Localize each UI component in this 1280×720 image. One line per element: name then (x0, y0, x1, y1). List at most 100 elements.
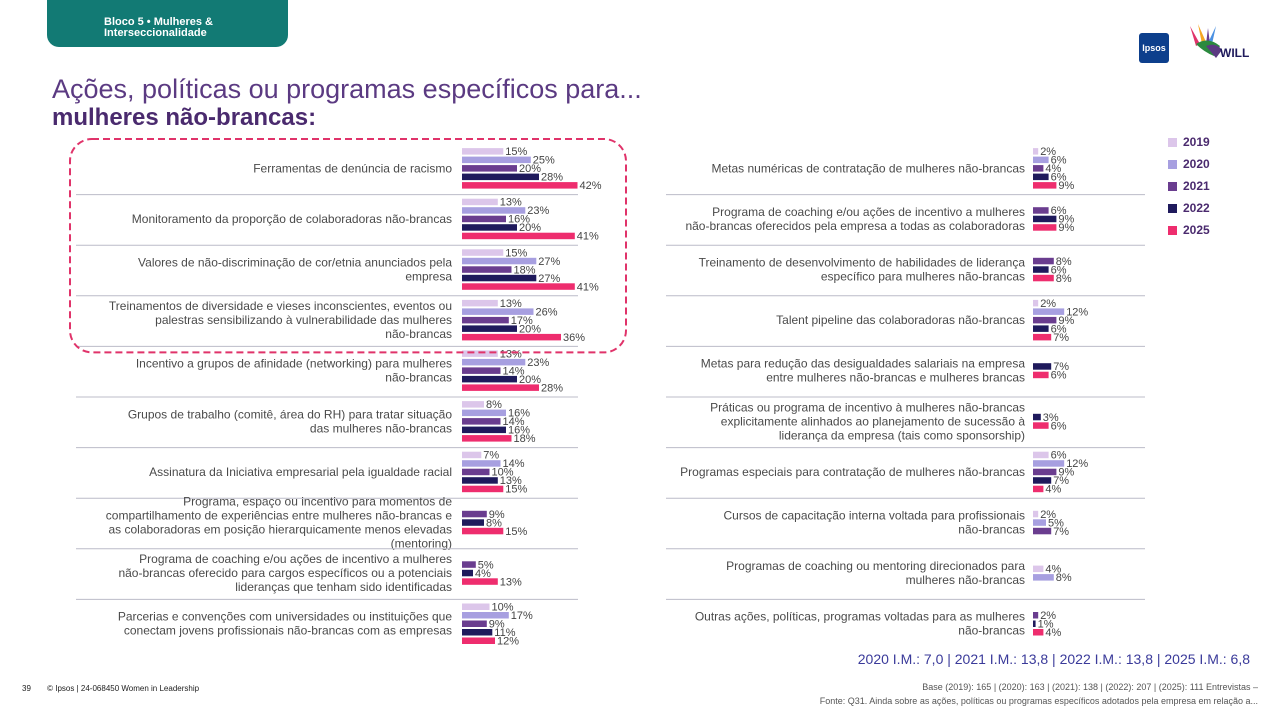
left-data-label-1-2020: 23% (527, 205, 549, 217)
left-data-label-9-2025: 12% (497, 636, 519, 648)
left-data-label-4-2025: 28% (541, 382, 563, 394)
right-bar-6-2021 (1033, 468, 1057, 476)
section-tab-line1: Bloco 5 • Mulheres & (104, 16, 213, 28)
legend-swatch-2022 (1168, 203, 1177, 213)
right-bar-6-2025 (1033, 485, 1044, 493)
right-data-label-1-2022: 9% (1058, 214, 1074, 226)
left-bar-8-2022 (462, 569, 473, 577)
right-data-label-8-2019: 4% (1045, 564, 1061, 576)
right-data-label-2-2021: 8% (1056, 256, 1072, 268)
left-data-label-0-2020: 25% (533, 155, 555, 167)
left-bar-0-2025 (462, 182, 578, 189)
legend-label-2020: 2020 (1183, 157, 1210, 171)
left-bar-9-2020 (462, 612, 509, 619)
source-note: Fonte: Q31. Ainda sobre as ações, políti… (819, 696, 1258, 706)
right-category-label-6: Programas especiais para contratação de … (680, 465, 1025, 479)
left-data-label-5-2025: 18% (514, 433, 536, 445)
right-bar-9-2022 (1033, 620, 1036, 627)
left-data-label-7-2022: 8% (486, 517, 502, 529)
im-summary: 2020 I.M.: 7,0 | 2021 I.M.: 13,8 | 2022 … (857, 651, 1250, 667)
right-data-label-0-2019: 2% (1040, 146, 1056, 158)
left-bar-1-2020 (462, 207, 526, 214)
right-bar-3-2019 (1033, 299, 1039, 307)
left-data-label-1-2019: 13% (500, 197, 522, 209)
right-bar-0-2019 (1033, 148, 1039, 155)
left-data-label-8-2025: 13% (500, 576, 522, 588)
left-bar-9-2019 (462, 603, 490, 610)
right-data-label-2-2022: 6% (1051, 264, 1067, 276)
right-data-label-0-2025: 9% (1058, 180, 1074, 192)
left-data-label-3-2020: 26% (536, 306, 558, 318)
right-bar-8-2020 (1033, 574, 1054, 581)
right-bar-0-2022 (1033, 173, 1049, 181)
right-data-label-5-2022: 3% (1043, 412, 1059, 424)
left-category-label-7: Programa, espaço ou incentivo para momen… (106, 495, 453, 551)
right-data-label-0-2022: 6% (1051, 172, 1067, 184)
legend-item-2022: 2022 (1168, 197, 1210, 219)
left-bar-0-2020 (462, 156, 531, 164)
left-bar-4-2021 (462, 367, 501, 374)
right-data-label-6-2019: 6% (1051, 450, 1067, 462)
base-note: Base (2019): 165 | (2020): 163 | (2021):… (922, 682, 1258, 692)
right-data-label-3-2019: 2% (1040, 298, 1056, 310)
right-bar-6-2020 (1033, 460, 1065, 467)
section-tab-line2: Interseccionalidade (104, 27, 207, 39)
right-bar-2-2021 (1033, 257, 1054, 265)
page-title-line2: mulheres não-brancas: (52, 104, 317, 131)
right-bar-7-2021 (1033, 527, 1052, 535)
left-data-label-4-2019: 13% (500, 348, 522, 360)
right-category-label-1: Programa de coaching e/ou ações de incen… (685, 205, 1025, 233)
left-data-label-4-2021: 14% (503, 365, 525, 377)
left-category-label-6: Assinatura da Iniciativa empresarial pel… (149, 465, 452, 479)
left-data-label-7-2025: 15% (505, 526, 527, 538)
right-category-label-7: Cursos de capacitação interna voltada pa… (723, 509, 1025, 537)
left-data-label-2-2025: 41% (577, 281, 599, 293)
left-data-label-6-2019: 7% (483, 450, 499, 462)
right-data-label-3-2020: 12% (1066, 306, 1088, 318)
left-category-label-2: Valores de não-discriminação de cor/etni… (138, 256, 452, 284)
right-data-label-1-2025: 9% (1058, 222, 1074, 234)
right-bar-3-2021 (1033, 316, 1057, 324)
legend-item-2020: 2020 (1168, 153, 1210, 175)
right-bar-1-2021 (1033, 207, 1049, 214)
left-bar-1-2025 (462, 232, 575, 240)
footer: 39 © Ipsos | 24-068450 Women in Leadersh… (22, 684, 213, 693)
left-bar-2-2022 (462, 274, 537, 282)
left-bar-1-2021 (462, 215, 506, 223)
right-category-label-3: Talent pipeline das colaboradoras não-br… (776, 313, 1025, 327)
legend-swatch-2025 (1168, 225, 1177, 235)
left-bar-8-2025 (462, 578, 498, 585)
left-data-label-9-2020: 17% (511, 610, 533, 622)
left-data-label-5-2019: 8% (486, 399, 502, 411)
left-bar-3-2025 (462, 333, 561, 341)
right-bar-5-2022 (1033, 413, 1041, 421)
right-data-label-7-2020: 5% (1048, 517, 1064, 529)
will-logo-text: WILL (1220, 46, 1249, 60)
left-bar-8-2021 (462, 561, 476, 568)
right-category-label-8: Programas de coaching ou mentoring direc… (726, 559, 1025, 587)
left-data-label-9-2021: 9% (489, 619, 505, 631)
left-bar-6-2022 (462, 477, 498, 484)
section-tab: Bloco 5 • Mulheres & Interseccionalidade (47, 0, 288, 47)
right-bar-9-2021 (1033, 612, 1039, 619)
left-bar-9-2022 (462, 629, 493, 636)
left-bar-6-2021 (462, 468, 490, 476)
right-bar-6-2022 (1033, 477, 1052, 484)
left-data-label-2-2022: 27% (538, 273, 560, 285)
left-bar-3-2020 (462, 308, 534, 315)
left-bar-7-2025 (462, 527, 504, 535)
right-bar-1-2022 (1033, 215, 1057, 223)
right-data-label-0-2020: 6% (1051, 155, 1067, 167)
left-bar-2-2021 (462, 266, 512, 273)
left-bar-4-2022 (462, 375, 517, 383)
left-category-label-1: Monitoramento da proporção de colaborado… (132, 212, 452, 226)
right-data-label-9-2025: 4% (1045, 627, 1061, 639)
left-data-label-8-2022: 4% (475, 568, 491, 580)
left-data-label-3-2022: 20% (519, 323, 541, 335)
left-bar-1-2019 (462, 198, 498, 206)
left-bar-6-2019 (462, 451, 482, 459)
left-bar-1-2022 (462, 224, 517, 231)
right-data-label-3-2025: 7% (1053, 332, 1069, 344)
will-logo: WILL (1190, 24, 1249, 60)
legend-swatch-2020 (1168, 159, 1177, 169)
